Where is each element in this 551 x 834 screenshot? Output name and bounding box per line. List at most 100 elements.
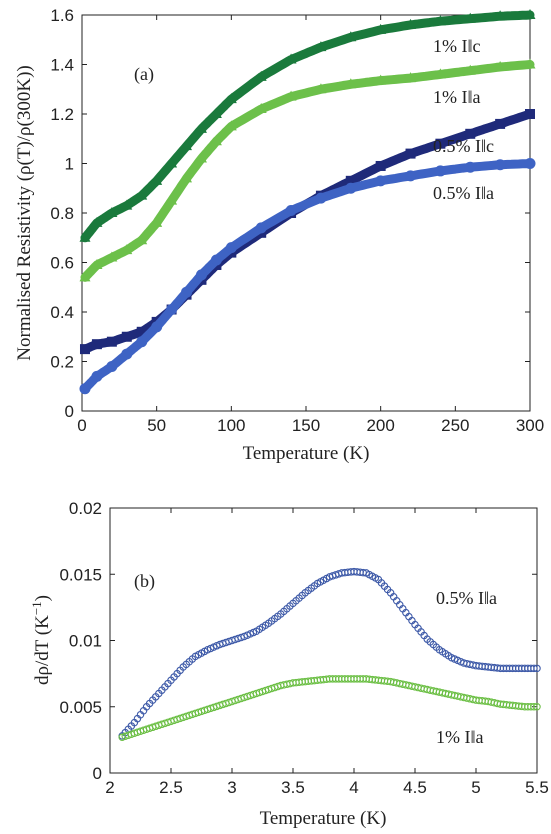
data-point	[285, 53, 297, 64]
series-1-i-a	[118, 675, 541, 741]
data-point	[91, 370, 103, 382]
x-tick-label: 3.5	[281, 778, 305, 797]
data-point	[121, 199, 133, 210]
data-point	[405, 18, 417, 29]
x-tick-label: 300	[516, 416, 544, 435]
y-axis-label-b: dρ/dT (K−1)	[29, 595, 53, 685]
data-point	[345, 175, 356, 186]
data-point	[524, 9, 536, 19]
data-point	[525, 109, 535, 119]
x-tick-label: 0	[77, 416, 86, 435]
data-point	[375, 175, 387, 187]
data-point	[405, 72, 417, 83]
data-point	[210, 254, 222, 266]
data-point	[464, 161, 476, 173]
data-point	[464, 64, 476, 75]
y-tick-label: 0.2	[50, 353, 74, 372]
data-point	[225, 242, 237, 254]
data-point	[195, 152, 207, 163]
x-tick-label: 100	[217, 416, 245, 435]
x-tick-label: 4	[349, 778, 358, 797]
data-point	[136, 326, 147, 337]
data-point	[524, 158, 536, 169]
data-point	[151, 174, 163, 185]
y-tick-label: 0.01	[69, 632, 102, 651]
y-tick-label: 0.6	[50, 254, 74, 273]
data-point	[181, 172, 193, 183]
series-0-5-i-a	[118, 567, 541, 740]
data-point	[151, 216, 163, 227]
y-tick-label: 0.02	[69, 499, 102, 518]
y-axis-label-b-sup: −1	[29, 601, 44, 615]
series-1-i-a	[79, 58, 536, 282]
data-point	[495, 118, 506, 129]
data-point	[106, 336, 117, 347]
series-b	[118, 567, 541, 741]
panel-label-a: (a)	[134, 64, 154, 85]
data-point	[285, 205, 297, 217]
data-point	[345, 182, 357, 194]
data-point	[434, 165, 446, 177]
data-point	[106, 360, 118, 372]
data-point	[225, 120, 237, 131]
data-point	[285, 90, 297, 101]
series-1-i-c	[79, 9, 536, 243]
y-tick-label: 0.8	[50, 204, 74, 223]
x-tick-label: 5	[471, 778, 480, 797]
data-point	[166, 157, 178, 168]
data-point	[106, 251, 118, 262]
data-point	[79, 231, 91, 242]
data-point	[315, 41, 327, 52]
ticks-a: 0 50 100 150 200 250 300 0 0.2 0.4 0.6 0.8 1 1.2 1.4 1.…	[50, 6, 544, 435]
data-point	[79, 383, 91, 395]
data-point	[464, 12, 476, 23]
x-tick-label: 2	[105, 778, 114, 797]
data-point	[434, 68, 446, 79]
data-point	[434, 15, 446, 26]
data-point	[225, 93, 237, 104]
data-point	[210, 108, 222, 118]
data-point	[121, 348, 133, 360]
data-point	[79, 271, 91, 282]
data-point	[91, 339, 102, 350]
data-point	[91, 216, 103, 227]
data-point	[195, 269, 207, 281]
data-point	[106, 207, 118, 217]
y-axis-label-b-main: dρ/dT (K	[32, 615, 53, 685]
data-point	[255, 70, 267, 81]
data-point	[166, 194, 178, 205]
x-tick-label: 3	[227, 778, 236, 797]
data-point	[315, 83, 327, 94]
data-point	[181, 140, 193, 151]
data-point	[345, 78, 357, 89]
y-tick-label: 0.015	[59, 565, 102, 584]
x-tick-label: 2.5	[159, 778, 183, 797]
data-point	[166, 304, 178, 316]
panel-a: 0 50 100 150 200 250 300 0 0.2 0.4 0.6 0.8 1 1.2 1.4 1.…	[14, 6, 544, 464]
y-axis-label-a: Normalised Resistivity (ρ(T)/ρ(300K))	[14, 65, 35, 360]
label-05pct-ia: 0.5% I‖a	[433, 183, 494, 203]
label-b-1pct-ia: 1% I‖a	[436, 727, 484, 747]
y-tick-label: 0	[93, 764, 102, 783]
data-point	[405, 170, 417, 182]
data-point	[530, 702, 538, 711]
data-point	[151, 321, 163, 333]
data-point	[533, 664, 541, 673]
data-point	[255, 103, 267, 114]
data-point	[181, 286, 193, 298]
y-tick-label: 1.2	[50, 105, 74, 124]
data-point	[375, 74, 387, 85]
data-point	[524, 58, 536, 69]
data-point	[136, 189, 148, 200]
y-tick-label: 0	[65, 402, 74, 421]
data-point	[121, 244, 133, 255]
x-tick-label: 4.5	[403, 778, 427, 797]
data-point	[121, 331, 132, 342]
series-a	[79, 9, 536, 395]
data-point	[533, 702, 541, 711]
y-tick-label: 1	[65, 155, 74, 174]
data-point	[494, 159, 506, 171]
data-point	[530, 664, 538, 673]
